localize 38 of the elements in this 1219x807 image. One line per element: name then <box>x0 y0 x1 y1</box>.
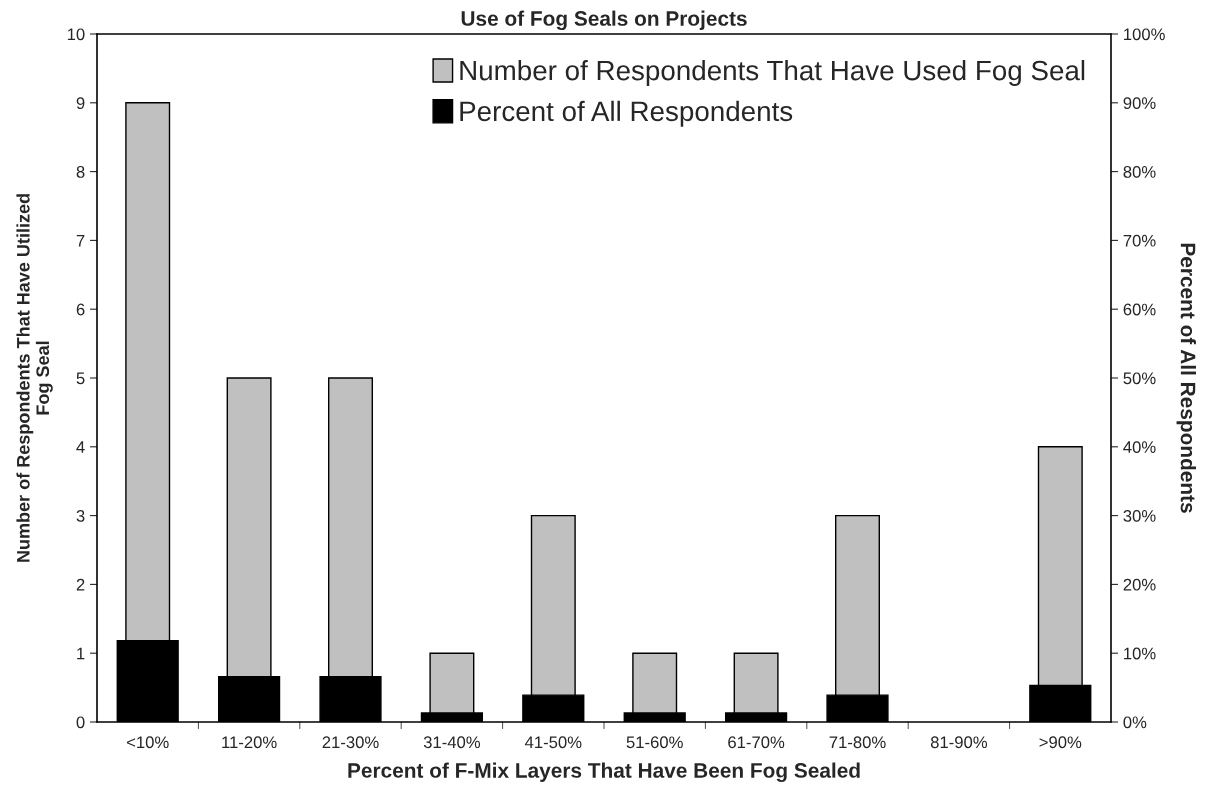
x-tick-label: 51-60% <box>626 736 683 749</box>
x-tick-label: 41-50% <box>524 736 582 749</box>
y-tick-label: 1 <box>77 647 85 660</box>
y-tick-label: 2 <box>76 578 85 591</box>
x-tick-label: 81-90% <box>930 736 988 749</box>
x-tick-label: 21-30% <box>322 736 379 749</box>
legend-label: Number of Respondents That Have Used Fog Seal <box>460 59 1085 86</box>
y-tick-label: 0 <box>76 716 85 729</box>
y2-tick-label: 100% <box>1124 28 1165 41</box>
y2-tick-label: 70% <box>1123 234 1156 247</box>
legend-label: Percent of All Respondents <box>460 100 793 127</box>
y-tick-label: 7 <box>76 234 85 247</box>
x-tick-label: 31-40% <box>423 736 481 749</box>
x-tick-label: >90% <box>1039 736 1082 749</box>
x-tick-label: <10% <box>126 736 169 749</box>
y2-tick-label: 50% <box>1123 372 1156 385</box>
x-tick-label: 71-80% <box>829 736 886 749</box>
y-tick-label: 9 <box>76 97 85 109</box>
y2-tick-label: 20% <box>1123 578 1156 591</box>
y-axis-title: Number of Respondents That Have Utilized Fog Seal <box>16 194 53 562</box>
y2-axis-title: Percent of All Respondents <box>1176 243 1196 513</box>
y-tick-label: 8 <box>76 166 85 178</box>
y2-tick-label: 80% <box>1123 166 1156 178</box>
y2-tick-label: 30% <box>1123 510 1156 522</box>
chart-title: Use of Fog Seals on Projects <box>461 10 747 31</box>
y2-tick-label: 40% <box>1123 441 1156 453</box>
y-tick-label: 6 <box>76 303 85 316</box>
y2-tick-label: 10% <box>1124 647 1156 660</box>
x-tick-label: 61-70% <box>728 736 785 749</box>
y2-tick-label: 0% <box>1123 716 1147 729</box>
x-tick-label: 11-20% <box>222 736 277 749</box>
y-tick-label: 4 <box>76 441 85 453</box>
y-tick-label: 5 <box>76 372 85 385</box>
y-tick-label: 3 <box>76 510 85 522</box>
x-axis-title: Percent of F-Mix Layers That Have Been Fog Sealed <box>348 762 860 783</box>
y2-tick-label: 90% <box>1123 97 1156 109</box>
y-tick-label: 10 <box>67 28 85 41</box>
y2-tick-label: 60% <box>1123 303 1156 316</box>
